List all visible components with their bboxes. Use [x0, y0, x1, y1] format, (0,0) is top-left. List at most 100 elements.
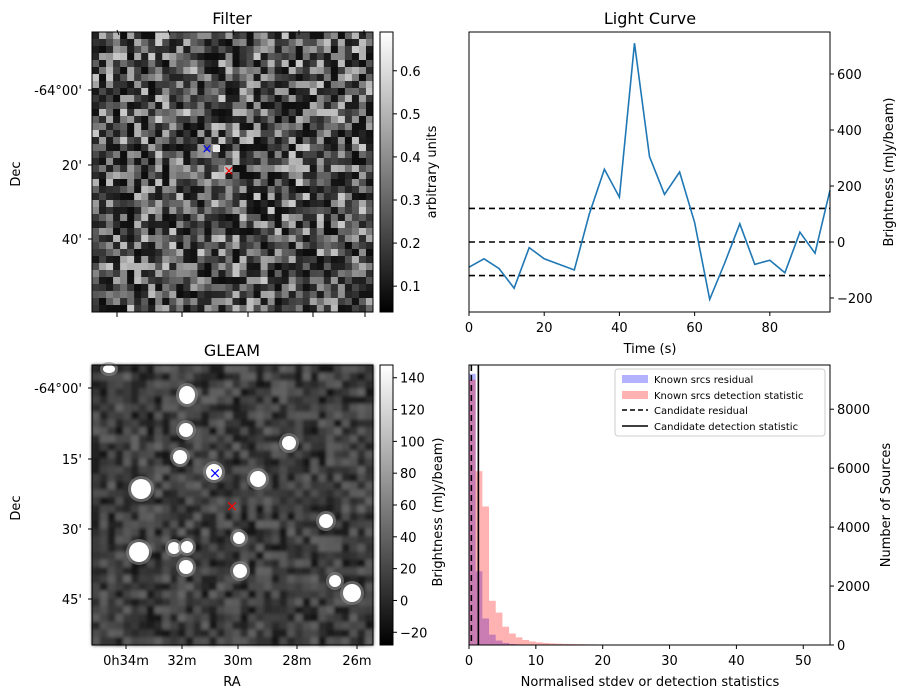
gleam-sources — [100, 362, 364, 605]
histogram-bar-residual — [509, 643, 516, 645]
gleam-source — [179, 386, 195, 404]
gleam-colorbar-tick-label: 40 — [400, 531, 417, 546]
gleam-colorbar-tick-label: 80 — [400, 467, 417, 482]
histogram-y-tick-label: 0 — [837, 639, 845, 654]
histogram-bar-residual — [495, 640, 503, 645]
light-curve-y-tick-label: 0 — [837, 236, 845, 251]
histogram-bar-detection — [509, 633, 516, 645]
gleam-colorbar-label: Brightness (mJy/beam) — [431, 438, 446, 587]
gleam-colorbar-tick-label: 0 — [400, 594, 408, 609]
light-curve-x-tick-label: 80 — [762, 321, 779, 336]
gleam-ra-tick-label: 28m — [282, 654, 311, 669]
filter-colorbar-tick-label: 0.3 — [400, 194, 421, 209]
gleam-colorbar-tick-label: −20 — [400, 626, 427, 641]
light-curve-y-tick-label: −200 — [837, 292, 873, 307]
gleam-source — [103, 365, 115, 373]
light-curve-x-tick-label: 20 — [536, 321, 553, 336]
gleam-title: GLEAM — [204, 341, 260, 360]
gleam-source — [282, 436, 296, 450]
filter-colorbar-tick-label: 0.5 — [400, 108, 421, 123]
filter-colorbar-tick-label: 0.6 — [400, 65, 421, 80]
gleam-ylabel: Dec — [9, 495, 24, 520]
gleam-ra-ticks: 0h34m 32m 30m 28m 26m — [103, 645, 372, 669]
filter-colorbar-label: arbitrary units — [425, 125, 440, 218]
histogram-y-tick-label: 6000 — [837, 462, 870, 477]
histogram-x-tick-label: 20 — [594, 654, 611, 669]
gleam-source — [179, 423, 193, 437]
light-curve-x-ticks: 0 20 40 60 80 — [465, 312, 778, 336]
histogram-bar-detection — [562, 643, 570, 645]
gleam-dec-tick-label: -64°00' — [34, 382, 82, 397]
gleam-source — [233, 564, 247, 578]
light-curve-x-tick-label: 0 — [465, 321, 473, 336]
filter-colorbar-tick-label: 0.2 — [400, 237, 421, 252]
light-curve-threshold-lines — [469, 207, 830, 277]
gleam-source — [329, 575, 341, 587]
gleam-ra-tick-label: 30m — [223, 654, 252, 669]
filter-colorbar — [379, 31, 394, 313]
gleam-colorbar-tick-label: 140 — [400, 372, 425, 387]
histogram-legend: Known srcs residual Known srcs detection… — [614, 368, 826, 437]
histogram-bar-detection — [542, 642, 550, 645]
histogram-bar-residual — [489, 634, 496, 645]
light-curve-y-tick-label: 200 — [837, 180, 862, 195]
light-curve-x-tick-label: 40 — [611, 321, 628, 336]
light-curve-y-tick-label: 400 — [837, 124, 862, 139]
gleam-colorbar-tick-label: 120 — [400, 404, 425, 419]
filter-frame — [91, 31, 374, 313]
histogram-candidate-lines — [470, 365, 480, 645]
gleam-dec-tick-label: 30' — [62, 523, 82, 538]
light-curve-y-ticks: −200 0 200 400 600 — [830, 68, 873, 307]
filter-colorbar-ticks: 0.1 0.2 0.3 0.4 0.5 0.6 — [393, 65, 421, 295]
gleam-ra-tick-label: 26m — [342, 654, 371, 669]
histogram-bar-residual — [482, 618, 490, 645]
legend-swatch-detection — [622, 391, 648, 399]
gleam-panel: GLEAM -64°00' 15' 30' 45' 0h34m 32m 30m 28m 26m… — [9, 341, 446, 690]
gleam-colorbar — [379, 364, 394, 646]
histogram-bar-residual — [469, 373, 476, 645]
histogram-x-tick-label: 40 — [728, 654, 745, 669]
histogram-x-tick-label: 10 — [528, 654, 545, 669]
legend-label-candidate-detection: Candidate detection statistic — [654, 422, 798, 433]
histogram-xlabel: Normalised stdev or detection statistics — [521, 675, 780, 690]
gleam-source — [319, 514, 333, 528]
gleam-noise — [92, 365, 374, 646]
histogram-bar-residual — [502, 642, 510, 645]
histogram-x-tick-label: 0 — [465, 654, 473, 669]
histogram-bar-detection — [495, 612, 503, 645]
histogram-bar-detection — [515, 637, 523, 645]
light-curve-panel: Light Curve 0 20 40 60 80 −200 0 200 400 600 Tim… — [465, 9, 897, 357]
histogram-bar-detection — [555, 643, 563, 645]
gleam-source — [233, 532, 245, 544]
gleam-colorbar-tick-label: 100 — [400, 435, 425, 450]
histogram-frame — [468, 364, 831, 646]
filter-blue-cross-marker: × — [202, 142, 213, 157]
gleam-blue-cross-marker: × — [209, 464, 222, 482]
histogram-y-ticks: 0 2000 4000 6000 8000 — [830, 403, 870, 654]
histogram-bar-detection — [482, 506, 490, 645]
legend-swatch-residual — [622, 375, 648, 383]
light-curve-line — [468, 43, 831, 303]
gleam-source — [343, 584, 361, 602]
light-curve-xlabel: Time (s) — [623, 342, 677, 357]
filter-image — [92, 32, 374, 313]
light-curve-y-tick-label: 600 — [837, 68, 862, 83]
light-curve-ylabel: Brightness (mJy/beam) — [882, 98, 897, 247]
filter-colorbar-tick-label: 0.1 — [400, 280, 421, 295]
gleam-source — [206, 464, 222, 480]
filter-title: Filter — [212, 9, 252, 28]
gleam-source — [173, 450, 187, 464]
light-curve-title: Light Curve — [604, 9, 696, 28]
histogram-y-tick-label: 8000 — [837, 403, 870, 418]
filter-dec-tick-label: -64°00' — [34, 84, 82, 99]
histogram-bar-detection — [549, 643, 556, 645]
histogram-y-tick-label: 2000 — [837, 580, 870, 595]
gleam-ra-tick-label: 0h34m — [103, 654, 149, 669]
histogram-panel: 0 10 20 30 40 50 0 2000 4000 6000 8000 Normalised… — [465, 364, 894, 690]
gleam-source — [250, 471, 266, 487]
filter-dec-tick-label: 40' — [62, 233, 82, 248]
histogram-x-tick-label: 50 — [795, 654, 812, 669]
gleam-colorbar-ticks: −20 0 20 40 60 80 100 120 140 — [393, 372, 427, 641]
gleam-source — [181, 541, 193, 553]
